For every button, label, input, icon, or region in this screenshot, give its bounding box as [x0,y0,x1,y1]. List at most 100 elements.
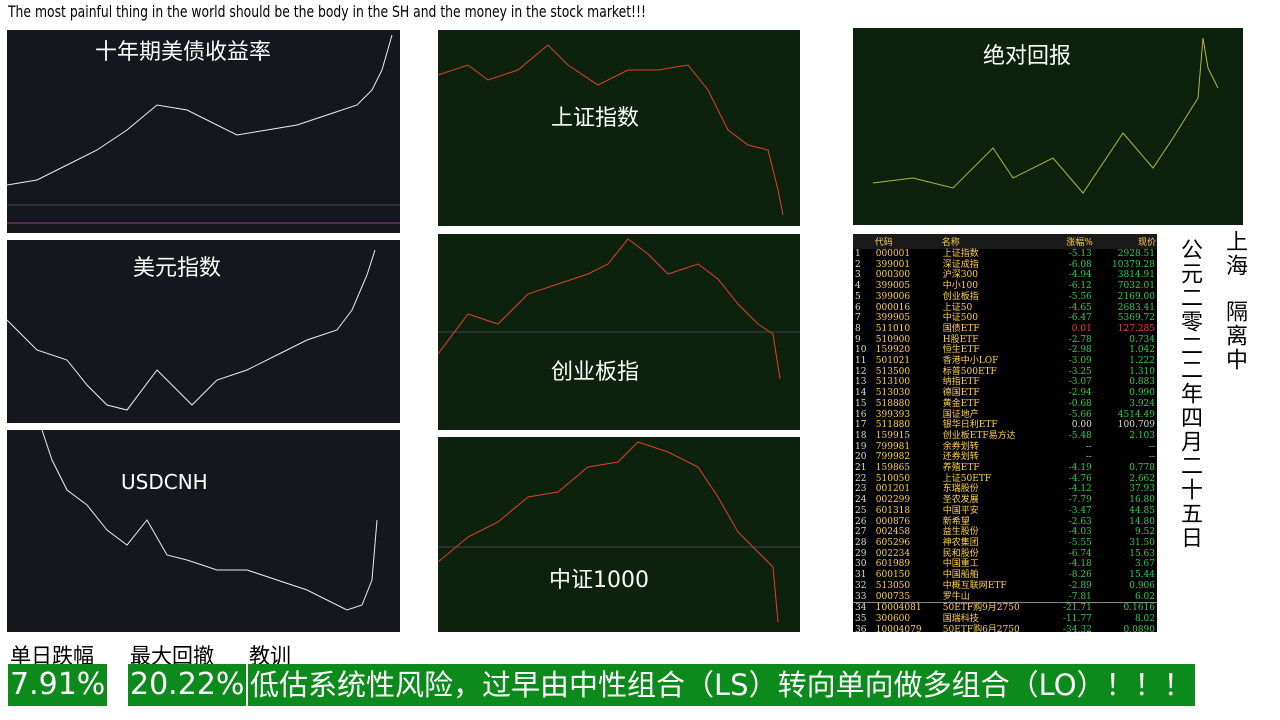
table-cell: 0.1616 [1123,603,1156,614]
table-cell: 国证地产 [942,409,979,420]
table-cell: 26 [855,516,867,527]
table-cell: -7.79 [1068,495,1092,506]
table-cell: -0.68 [1068,398,1092,409]
table-cell: 002458 [875,527,911,538]
table-cell: 银华日利ETF [942,420,998,431]
table-cell: 002234 [875,548,911,559]
table-cell: 22 [855,473,867,484]
table-cell: 恒生ETF [942,345,980,356]
table-cell: 799982 [875,452,911,463]
table-row: 12 513500 标普500ETF -3.25 1.310 [853,367,1157,378]
table-cell: 601318 [875,505,911,516]
panel: 创业板指 [438,234,800,430]
table-cell: 纳指ETF [942,377,980,388]
table-cell: 000735 [875,591,911,602]
table-cell: 21 [855,463,867,474]
table-cell: -4.76 [1068,473,1092,484]
table-cell: 圣农发展 [942,495,979,506]
table: 代码 名称 涨幅% 现价 1 000001 上证指数 -5.13 2928.51 2 399001 深… [853,234,1157,632]
table-cell: -4.12 [1068,484,1092,495]
table-cell: 0.0890 [1123,624,1156,632]
table-cell: 沪深300 [942,270,978,281]
table-cell: 养殖ETF [942,463,980,474]
table-row: 20 799982 还券划转 -- -- [853,452,1157,463]
footer-value: 7.91% [8,664,108,706]
table-cell: -6.08 [1068,259,1092,270]
table-row: 30 601989 中国重工 -4.18 3.67 [853,559,1157,570]
table-row: 19 799981 余券划转 -- -- [853,442,1157,453]
table-cell: 10379.28 [1112,259,1155,270]
table-cell: 3 [855,270,861,281]
table-cell: -4.18 [1068,559,1092,570]
table-cell: 23 [855,484,867,495]
table-cell: -7.81 [1068,591,1092,602]
table-cell: -8.26 [1068,570,1092,581]
table-cell: 9 [855,334,861,345]
table-cell: 100.709 [1117,420,1155,431]
panel-label: USDCNH [121,470,208,494]
table-cell: 37.93 [1129,484,1155,495]
table-cell: H股ETF [942,334,979,345]
table-cell: 1.222 [1129,356,1155,367]
table-cell: -2.94 [1068,388,1092,399]
table-cell: 7 [855,313,861,324]
table-cell: -3.25 [1068,366,1092,377]
table-cell: 0.00 [1071,420,1092,431]
place: 上海 [1222,230,1247,278]
table-cell: -21.71 [1062,603,1092,614]
table-cell: 513030 [875,388,911,399]
panel-label: 创业板指 [551,360,640,385]
table-cell: 605296 [875,537,911,548]
table-cell: 159920 [875,345,911,356]
table-cell: 5 [855,291,861,302]
table-cell: 9.52 [1134,527,1155,538]
panel-label: 中证1000 [549,568,649,593]
table-cell: -- [1085,441,1092,452]
table-row: 28 605296 神农集团 -5.55 31.50 [853,538,1157,549]
table-cell: 31.50 [1129,537,1155,548]
table-row: 8 511010 国债ETF 0.01 127.285 [853,324,1157,335]
header-cell: 代码 [873,234,941,249]
table-cell: 0.883 [1129,377,1155,388]
table-cell: -5.56 [1068,291,1092,302]
table-row: 25 601318 中国平安 -3.47 44.85 [853,506,1157,517]
table-cell: 127.285 [1117,323,1155,334]
table-cell: -3.09 [1068,356,1092,367]
table-cell: 14 [855,388,867,399]
table-row: 11 501021 香港中小LOF -3.09 1.222 [853,356,1157,367]
table-cell: 2169.00 [1117,291,1155,302]
status: 隔离中 [1222,300,1247,372]
table-cell: 510900 [875,334,911,345]
header-cell: 涨幅% [1049,234,1094,249]
table-row: 33 000735 罗牛山 -7.81 6.02 [853,592,1157,603]
table-row: 5 399006 创业板指 -5.56 2169.00 [853,292,1157,303]
table-cell: 13 [855,377,867,388]
table-row: 35 300600 国瑞科技 -11.77 8.02 [853,614,1157,625]
table-cell: -3.47 [1068,505,1092,516]
table-row: 3 000300 沪深300 -4.94 3814.91 [853,270,1157,281]
table-row: 36 10004079 50ETF购6月2750 -34.32 0.0890 [853,625,1157,632]
table-cell: 31 [855,570,867,581]
table-cell: -6.74 [1068,548,1092,559]
table-cell: 10004079 [875,624,922,632]
table-cell: 5369.72 [1117,313,1155,324]
table-cell: 159865 [875,463,911,474]
chart-image [7,249,376,411]
table-cell: -- [1148,452,1155,463]
table-cell: 399905 [875,313,911,324]
table-row: 21 159865 养殖ETF -4.19 0.778 [853,463,1157,474]
table-cell: 1.310 [1129,366,1155,377]
side-text: 上海隔离中 [1218,230,1250,372]
table-cell: 新希望 [942,516,970,527]
quote-table: 代码 名称 涨幅% 现价 1 000001 上证指数 -5.13 2928.51 2 399001 深… [853,234,1157,632]
table-cell: -2.63 [1068,516,1092,527]
table-cell: -- [1085,452,1092,463]
chart-image [438,441,800,623]
table-cell: 上证50 [942,302,973,313]
table-cell: -5.13 [1068,249,1092,259]
table-row: 4 399005 中小100 -6.12 7032.01 [853,281,1157,292]
table-row: 22 510050 上证50ETF -4.76 2.662 [853,474,1157,485]
table-cell: 4 [855,281,861,292]
table-cell: 中概互联网ETF [942,580,1007,591]
